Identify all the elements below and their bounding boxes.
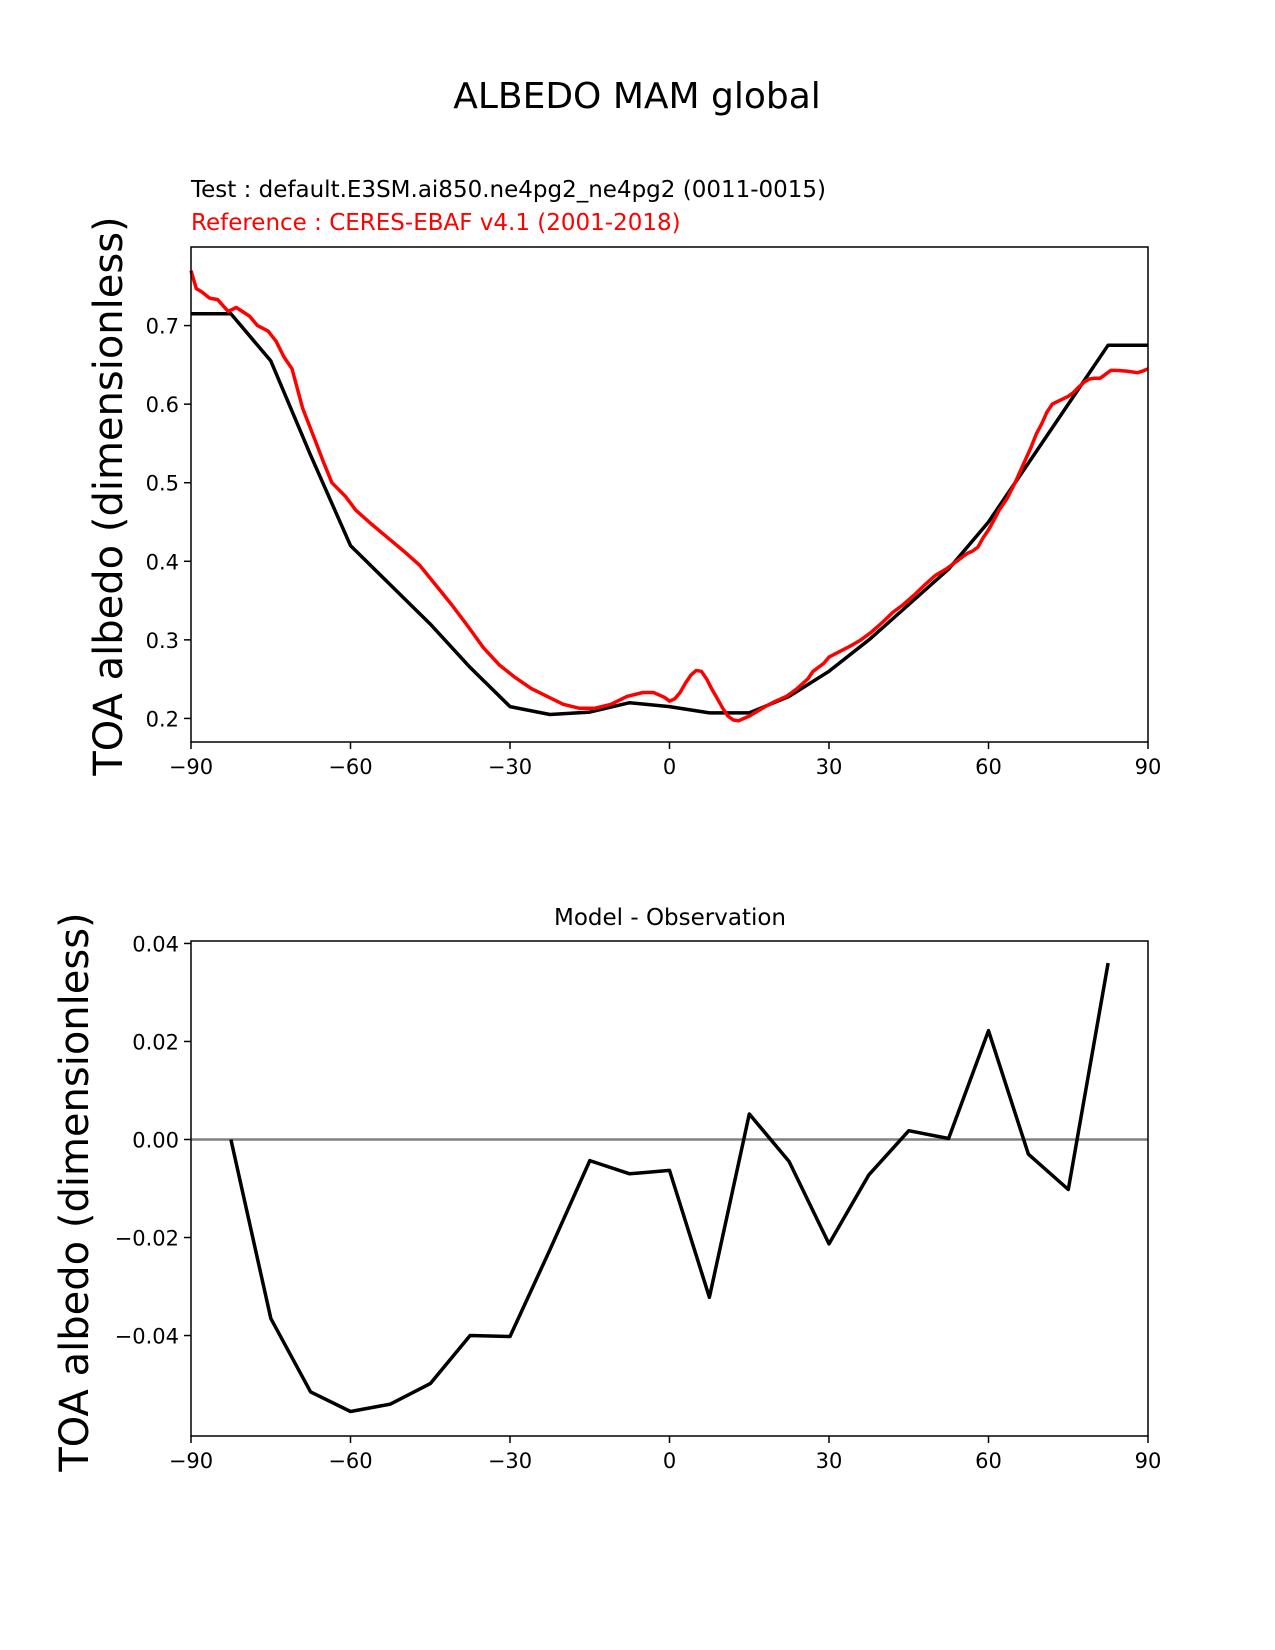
bottom-x-tick-label: 60 — [975, 1449, 1002, 1473]
top-series-reference — [189, 270, 1149, 723]
bottom-y-axis-label: TOA albedo (dimensionless) — [52, 912, 98, 1472]
top-x-tick-label: −30 — [488, 755, 532, 779]
top-x-tick-label: −90 — [169, 755, 213, 779]
top-y-tick-label: 0.4 — [146, 550, 179, 574]
top-y-tick-label: 0.6 — [146, 393, 179, 417]
difference-title: Model - Observation — [554, 905, 786, 931]
bottom-y-tick-label: −0.04 — [115, 1325, 179, 1349]
bottom-y-tick-label: −0.02 — [115, 1227, 179, 1251]
top-plot-area: −90 −60 −30 0 30 60 90 0.2 0.3 0.4 0.5 0.6 0.7 — [146, 246, 1162, 779]
top-axes-frame — [190, 246, 1149, 743]
figure-title: ALBEDO MAM global — [453, 76, 821, 117]
bottom-x-tick-label: 0 — [663, 1449, 676, 1473]
bottom-y-tick-label: 0.02 — [132, 1030, 179, 1054]
bottom-chart-panel: Model - Observation TOA albedo (dimensio… — [52, 905, 1161, 1473]
bottom-series-model-observation — [229, 962, 1110, 1414]
top-x-tick-label: 30 — [816, 755, 843, 779]
bottom-y-tick-label: 0.00 — [132, 1128, 179, 1152]
test-label: Test : default.E3SM.ai850.ne4pg2_ne4pg2 … — [190, 177, 826, 203]
bottom-x-tick-label: −30 — [488, 1449, 532, 1473]
top-x-tick-label: 0 — [663, 755, 676, 779]
bottom-x-tick-label: −90 — [169, 1449, 213, 1473]
bottom-x-tick-label: 30 — [816, 1449, 843, 1473]
top-x-tick-label: −60 — [328, 755, 372, 779]
top-y-tick-label: 0.3 — [146, 629, 179, 653]
top-chart-panel: Test : default.E3SM.ai850.ne4pg2_ne4pg2 … — [86, 177, 1161, 779]
bottom-x-tick-label: 90 — [1135, 1449, 1162, 1473]
top-x-tick-label: 90 — [1135, 755, 1162, 779]
top-y-tick-label: 0.2 — [146, 707, 179, 731]
top-y-axis-label: TOA albedo (dimensionless) — [86, 216, 132, 776]
reference-label: Reference : CERES-EBAF v4.1 (2001-2018) — [191, 210, 681, 236]
bottom-x-tick-label: −60 — [328, 1449, 372, 1473]
top-y-tick-label: 0.5 — [146, 472, 179, 496]
bottom-y-tick-label: 0.04 — [132, 932, 179, 956]
bottom-axes-frame — [190, 940, 1149, 1437]
bottom-plot-area: −90 −60 −30 0 30 60 90 −0.04 −0.02 0.00 0.02 0.04 — [115, 932, 1162, 1473]
top-series-test — [191, 312, 1148, 717]
top-x-tick-label: 60 — [975, 755, 1002, 779]
top-y-tick-label: 0.7 — [146, 315, 179, 339]
